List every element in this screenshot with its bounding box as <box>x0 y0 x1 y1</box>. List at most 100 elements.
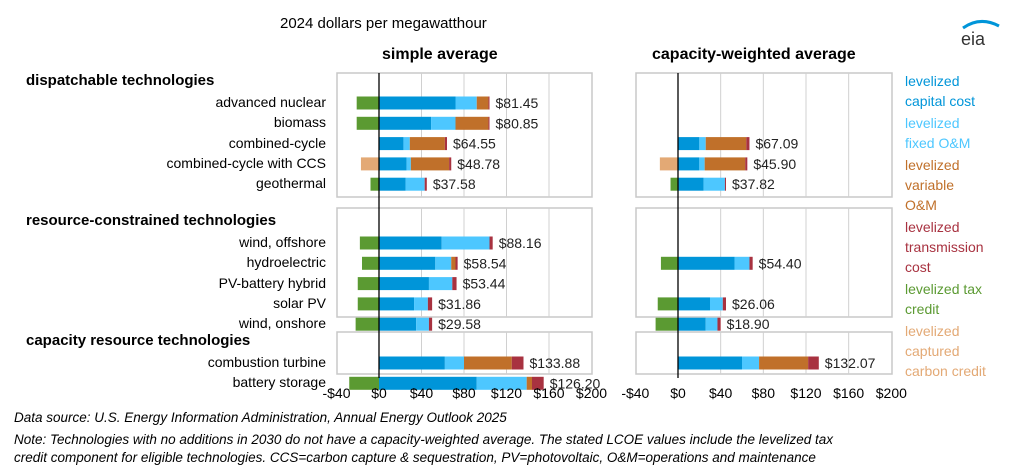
capital-bar <box>678 157 700 171</box>
fixed-bar <box>699 157 705 171</box>
units-label: 2024 dollars per megawatthour <box>280 15 487 32</box>
technology-label: wind, offshore <box>239 234 326 250</box>
x-tick-label: $0 <box>670 385 686 401</box>
variable-bar <box>526 376 532 390</box>
technology-label: wind, onshore <box>238 315 326 332</box>
legend-item-text: levelized <box>905 115 960 131</box>
tax-credit-bar <box>356 116 379 130</box>
tax-credit-bar <box>356 96 379 110</box>
value-label: $37.82 <box>732 176 775 192</box>
fixed-bar <box>403 137 410 151</box>
transmission-bar <box>449 157 452 171</box>
tax-credit-bar <box>362 256 379 270</box>
transmission-bar <box>488 116 490 130</box>
transmission-bar <box>428 317 433 331</box>
value-label: $81.45 <box>496 95 539 111</box>
value-label: $64.55 <box>453 136 496 152</box>
tax-credit-bar <box>655 317 678 331</box>
legend-item-text: fixed O&M <box>905 135 971 151</box>
value-label: $31.86 <box>438 296 481 312</box>
technology-label: solar PV <box>273 294 326 311</box>
transmission-bar <box>749 256 753 270</box>
legend-item-text: levelized <box>905 323 960 339</box>
x-tick-label: $80 <box>452 385 476 401</box>
x-tick-label: $160 <box>533 385 564 401</box>
fixed-bar <box>455 96 477 110</box>
value-label: $29.58 <box>438 316 481 332</box>
legend-item: levelized tax credit <box>905 279 982 319</box>
fixed-bar <box>734 256 750 270</box>
legend-item: levelized variable O&M <box>905 155 959 215</box>
capital-bar <box>678 297 710 311</box>
value-label: $67.09 <box>755 136 798 152</box>
capital-bar <box>379 177 406 191</box>
capital-bar <box>379 137 404 151</box>
fixed-bar <box>428 277 453 291</box>
transmission-bar <box>722 297 726 311</box>
variable-bar <box>705 137 747 151</box>
tax-credit-bar <box>660 256 678 270</box>
value-label: $37.58 <box>433 176 476 192</box>
capital-bar <box>379 376 477 390</box>
eia-logo-icon: eia <box>961 20 1000 49</box>
tax-credit-bar <box>357 297 379 311</box>
x-tick-label: $0 <box>371 385 387 401</box>
value-label: $26.06 <box>732 296 775 312</box>
variable-bar <box>451 256 456 270</box>
variable-bar <box>410 157 450 171</box>
technology-label: biomass <box>273 114 326 131</box>
legend-item-text: O&M <box>905 197 937 213</box>
x-tick-label: $40 <box>709 385 733 401</box>
x-tick-label: $80 <box>752 385 776 401</box>
eia-logo-text: eia <box>961 29 986 48</box>
fixed-bar <box>699 137 706 151</box>
fixed-bar <box>710 297 723 311</box>
value-label: $88.16 <box>499 235 542 251</box>
value-label: $53.44 <box>463 276 506 292</box>
tax-credit-bar <box>370 177 379 191</box>
data-source-note: Data source: U.S. Energy Information Adm… <box>14 410 507 425</box>
note-line-1: Note: Technologies with no additions in … <box>14 432 834 447</box>
transmission-bar <box>808 356 819 370</box>
transmission-bar <box>717 317 721 331</box>
fixed-bar <box>441 236 490 250</box>
capital-bar <box>379 96 456 110</box>
group-label: capacity resource technologies <box>26 332 251 349</box>
capital-bar <box>678 256 735 270</box>
capital-bar <box>379 236 442 250</box>
x-tick-label: -$40 <box>621 385 649 401</box>
technology-label: advanced nuclear <box>215 94 326 110</box>
capital-bar <box>379 317 417 331</box>
x-tick-label: $40 <box>410 385 434 401</box>
tax-credit-bar <box>670 177 678 191</box>
transmission-bar <box>488 96 490 110</box>
legend-item-text: credit <box>905 301 940 317</box>
value-label: $45.90 <box>753 156 796 172</box>
technology-label: PV-battery hybrid <box>218 274 326 291</box>
transmission-bar <box>489 236 493 250</box>
x-tick-label: $200 <box>576 385 607 401</box>
eia-logo: eia <box>955 18 1005 53</box>
capital-bar <box>379 157 407 171</box>
variable-bar <box>409 137 445 151</box>
group-label: resource-constrained technologies <box>26 212 277 229</box>
capital-bar <box>379 356 445 370</box>
transmission-bar <box>724 177 726 191</box>
value-label: $133.88 <box>530 355 581 371</box>
fixed-bar <box>431 116 456 130</box>
capital-bar <box>678 137 700 151</box>
legend-item-text: levelized <box>905 73 960 89</box>
fixed-bar <box>444 356 464 370</box>
legend-item-text: variable <box>905 177 955 193</box>
legend-item-text: transmission <box>905 239 984 255</box>
value-label: $132.07 <box>825 355 876 371</box>
x-tick-label: $160 <box>833 385 864 401</box>
value-label: $58.54 <box>464 255 507 271</box>
value-label: $48.78 <box>457 156 500 172</box>
value-label: $54.40 <box>759 255 802 271</box>
tax-credit-bar <box>355 317 379 331</box>
panel-group-frame <box>635 331 893 375</box>
legend-item-text: levelized <box>905 219 960 235</box>
transmission-bar <box>746 137 750 151</box>
